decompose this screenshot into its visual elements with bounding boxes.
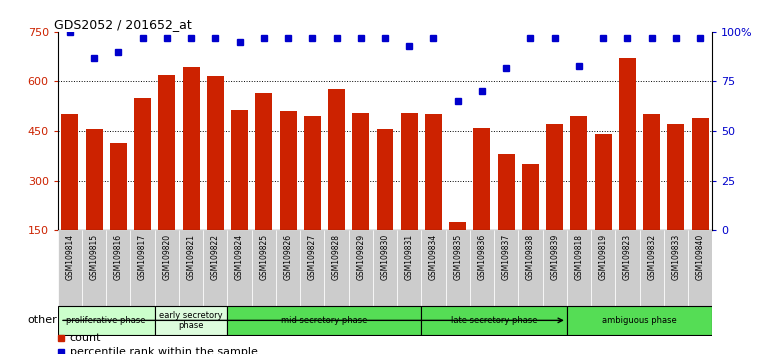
Text: GSM109840: GSM109840 <box>695 234 705 280</box>
Text: GSM109834: GSM109834 <box>429 234 438 280</box>
Text: GSM109836: GSM109836 <box>477 234 487 280</box>
Text: GSM109829: GSM109829 <box>357 234 365 280</box>
Bar <box>304 116 321 230</box>
Bar <box>446 230 470 308</box>
Text: GSM109826: GSM109826 <box>283 234 293 280</box>
Bar <box>522 164 539 230</box>
Bar <box>421 306 567 335</box>
Text: GSM109835: GSM109835 <box>454 234 462 280</box>
Text: GSM109820: GSM109820 <box>162 234 172 280</box>
Bar <box>567 230 591 308</box>
Bar <box>82 230 106 308</box>
Text: proliferative phase: proliferative phase <box>66 316 146 325</box>
Bar <box>691 118 708 230</box>
Bar <box>256 93 273 230</box>
Bar <box>421 230 446 308</box>
Bar <box>276 230 300 308</box>
Bar <box>400 113 417 230</box>
Bar <box>280 111 296 230</box>
Bar <box>567 306 712 335</box>
Text: GSM109833: GSM109833 <box>671 234 681 280</box>
Bar <box>470 230 494 308</box>
Bar <box>664 230 688 308</box>
Bar <box>62 114 79 230</box>
Bar <box>449 222 466 230</box>
Text: GSM109827: GSM109827 <box>308 234 316 280</box>
Bar <box>373 230 397 308</box>
Bar <box>300 230 324 308</box>
Bar <box>494 230 518 308</box>
Bar <box>377 129 393 230</box>
Text: mid secretory phase: mid secretory phase <box>281 316 367 325</box>
Bar <box>594 134 611 230</box>
Text: GSM109819: GSM109819 <box>598 234 608 280</box>
Bar <box>182 67 199 230</box>
Text: GSM109832: GSM109832 <box>647 234 656 280</box>
Bar <box>179 230 203 308</box>
Bar <box>155 230 179 308</box>
Text: GSM109825: GSM109825 <box>259 234 268 280</box>
Bar <box>688 230 712 308</box>
Bar <box>640 230 664 308</box>
Text: GSM109828: GSM109828 <box>332 234 341 280</box>
Bar <box>397 230 421 308</box>
Bar <box>353 113 370 230</box>
Text: GSM109817: GSM109817 <box>138 234 147 280</box>
Text: GSM109822: GSM109822 <box>211 234 219 280</box>
Bar <box>252 230 276 308</box>
Bar <box>134 98 151 230</box>
Bar <box>106 230 130 308</box>
Bar <box>159 75 176 230</box>
Bar <box>349 230 373 308</box>
Bar <box>231 109 248 230</box>
Bar <box>497 154 514 230</box>
Bar <box>619 58 636 230</box>
Bar <box>227 230 252 308</box>
Bar <box>227 306 421 335</box>
Text: other: other <box>28 315 562 325</box>
Bar <box>425 114 442 230</box>
Text: GSM109821: GSM109821 <box>186 234 196 280</box>
Bar <box>643 114 660 230</box>
Bar <box>85 129 102 230</box>
Text: early secretory
phase: early secretory phase <box>159 311 223 330</box>
Bar <box>324 230 349 308</box>
Text: GSM109816: GSM109816 <box>114 234 123 280</box>
Text: GDS2052 / 201652_at: GDS2052 / 201652_at <box>55 18 192 31</box>
Bar <box>543 230 567 308</box>
Bar <box>571 116 588 230</box>
Text: GSM109830: GSM109830 <box>380 234 390 280</box>
Text: GSM109814: GSM109814 <box>65 234 75 280</box>
Bar <box>203 230 227 308</box>
Bar <box>110 143 127 230</box>
Bar <box>58 230 82 308</box>
Bar <box>58 306 155 335</box>
Bar <box>474 128 490 230</box>
Bar <box>591 230 615 308</box>
Text: GSM109823: GSM109823 <box>623 234 632 280</box>
Text: late secretory phase: late secretory phase <box>450 316 537 325</box>
Bar <box>130 230 155 308</box>
Bar <box>155 306 227 335</box>
Text: ambiguous phase: ambiguous phase <box>602 316 677 325</box>
Bar <box>668 124 685 230</box>
Text: GSM109818: GSM109818 <box>574 234 584 280</box>
Bar <box>328 89 345 230</box>
Text: GSM109815: GSM109815 <box>89 234 99 280</box>
Bar <box>518 230 543 308</box>
Text: GSM109831: GSM109831 <box>405 234 413 280</box>
Text: GSM109837: GSM109837 <box>502 234 511 280</box>
Text: percentile rank within the sample: percentile rank within the sample <box>69 347 257 354</box>
Bar <box>546 124 563 230</box>
Text: GSM109838: GSM109838 <box>526 234 535 280</box>
Text: GSM109839: GSM109839 <box>551 234 559 280</box>
Text: GSM109824: GSM109824 <box>235 234 244 280</box>
Bar <box>207 76 224 230</box>
Bar <box>615 230 640 308</box>
Text: count: count <box>69 333 101 343</box>
